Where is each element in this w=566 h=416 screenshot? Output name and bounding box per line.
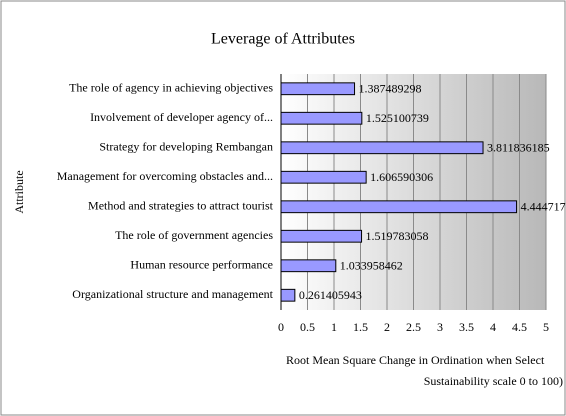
- bar: [280, 82, 356, 96]
- x-tick-label: 0: [278, 320, 284, 334]
- data-label: 1.525100739: [366, 111, 429, 125]
- x-tick-label: 1.5: [353, 320, 368, 334]
- x-tick-label: 2: [384, 320, 390, 334]
- x-tick-label: 4: [490, 320, 496, 334]
- data-label: 0.261405943: [299, 288, 362, 302]
- chart-title: Leverage of Attributes: [211, 31, 355, 48]
- y-tick-label: Organizational structure and management: [72, 287, 273, 301]
- x-tick-label: 5: [543, 320, 549, 334]
- y-tick-label: The role of government agencies: [115, 228, 273, 242]
- data-label: 3.811836185: [487, 141, 550, 155]
- y-tick-label: Human resource performance: [130, 258, 273, 272]
- y-tick-label: Method and strategies to attract tourist: [88, 199, 274, 213]
- bar: [280, 200, 518, 214]
- data-label: 1.606590306: [370, 170, 433, 184]
- x-axis-label: Sustainability scale 0 to 100): [424, 374, 563, 388]
- x-tick-label: 2.5: [406, 320, 421, 334]
- x-tick-label: 4.5: [512, 320, 527, 334]
- x-tick-label: 0.5: [300, 320, 315, 334]
- data-label: 1.519783058: [366, 229, 429, 243]
- data-label: 1.033958462: [340, 259, 403, 273]
- y-tick-label: Management for overcoming obstacles and.…: [57, 169, 273, 183]
- bar: [280, 259, 337, 273]
- bar: [280, 288, 296, 302]
- y-axis-label: Attribute: [12, 170, 26, 213]
- bar: [280, 229, 363, 243]
- bar: [280, 141, 484, 155]
- x-axis-label: Root Mean Square Change in Ordination wh…: [286, 353, 545, 367]
- y-tick-label: Involvement of developer agency of...: [90, 110, 273, 124]
- bar: [280, 170, 367, 184]
- data-label: 1.387489298: [359, 82, 422, 96]
- bar: [280, 111, 363, 125]
- x-tick-label: 3: [437, 320, 443, 334]
- x-tick-label: 1: [331, 320, 337, 334]
- x-tick-label: 3.5: [459, 320, 474, 334]
- data-label: 4.444717341: [521, 200, 566, 214]
- y-tick-label: The role of agency in achieving objectiv…: [69, 81, 273, 95]
- y-tick-label: Strategy for developing Rembangan: [99, 140, 273, 154]
